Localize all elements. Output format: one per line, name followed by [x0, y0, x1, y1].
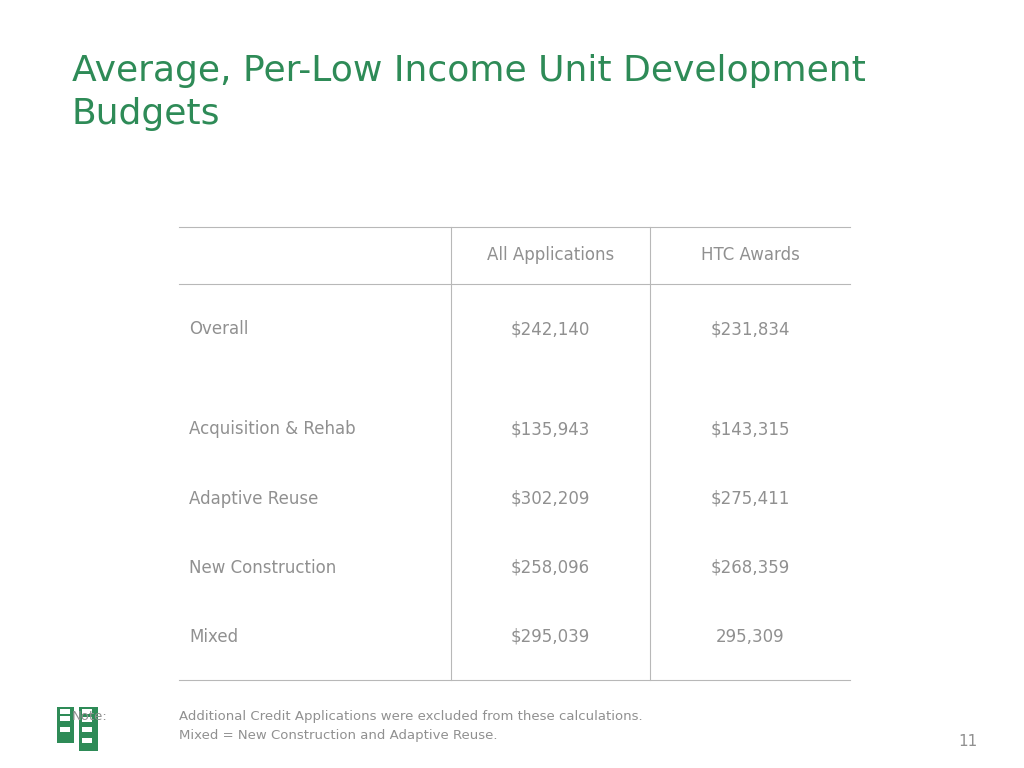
Text: $268,359: $268,359	[711, 558, 790, 577]
Bar	[57, 707, 75, 743]
Text: Mixed: Mixed	[189, 627, 239, 646]
Text: HTC Awards: HTC Awards	[700, 247, 800, 264]
Text: $302,209: $302,209	[511, 489, 590, 508]
Text: $258,096: $258,096	[511, 558, 590, 577]
Bar	[60, 717, 70, 721]
Text: Adaptive Reuse: Adaptive Reuse	[189, 489, 318, 508]
Text: New Construction: New Construction	[189, 558, 337, 577]
Text: Average, Per-Low Income Unit Development
Budgets: Average, Per-Low Income Unit Development…	[72, 54, 865, 131]
Text: 11: 11	[958, 733, 978, 749]
Text: $135,943: $135,943	[511, 420, 590, 439]
Text: $143,315: $143,315	[711, 420, 790, 439]
Text: $231,834: $231,834	[711, 320, 790, 339]
Text: Acquisition & Rehab: Acquisition & Rehab	[189, 420, 356, 439]
Text: $275,411: $275,411	[711, 489, 790, 508]
Text: 295,309: 295,309	[716, 627, 784, 646]
Bar	[82, 727, 91, 733]
Text: $242,140: $242,140	[511, 320, 590, 339]
Bar	[60, 727, 70, 733]
Bar	[82, 717, 91, 722]
Bar	[60, 709, 70, 713]
Bar	[82, 738, 91, 743]
Text: Note:: Note:	[72, 710, 108, 723]
Bar	[79, 707, 98, 751]
Text: All Applications: All Applications	[486, 247, 614, 264]
Text: $295,039: $295,039	[511, 627, 590, 646]
Bar	[82, 709, 91, 713]
Text: Overall: Overall	[189, 320, 249, 339]
Text: Additional Credit Applications were excluded from these calculations.
Mixed = Ne: Additional Credit Applications were excl…	[179, 710, 643, 743]
